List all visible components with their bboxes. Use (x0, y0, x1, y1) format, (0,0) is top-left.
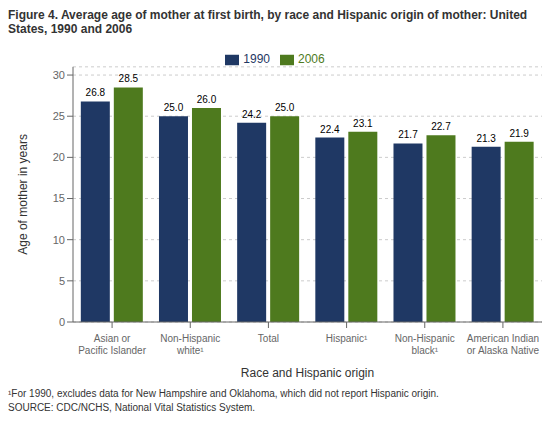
svg-text:Non-Hispanicwhite¹: Non-Hispanicwhite¹ (160, 333, 220, 356)
svg-text:26.0: 26.0 (197, 94, 217, 105)
svg-text:21.7: 21.7 (398, 129, 418, 140)
svg-text:22.7: 22.7 (431, 121, 451, 132)
svg-text:Hispanic¹: Hispanic¹ (326, 333, 368, 344)
svg-text:25.0: 25.0 (164, 102, 184, 113)
svg-text:Non-Hispanicblack¹: Non-Hispanicblack¹ (395, 333, 455, 356)
svg-text:25: 25 (53, 110, 65, 122)
svg-text:15: 15 (53, 192, 65, 204)
svg-text:28.5: 28.5 (119, 73, 139, 84)
svg-text:24.2: 24.2 (242, 109, 262, 120)
svg-text:25.0: 25.0 (275, 102, 295, 113)
svg-text:0: 0 (59, 316, 65, 328)
svg-text:Age of mother in years: Age of mother in years (16, 134, 30, 255)
html-text:2006: 2006 (298, 52, 325, 66)
svg-text:26.8: 26.8 (86, 87, 106, 98)
svg-text:Asian orPacific Islander: Asian orPacific Islander (78, 333, 146, 356)
svg-text:21.9: 21.9 (509, 128, 529, 139)
svg-text:Race and Hispanic origin: Race and Hispanic origin (241, 366, 374, 380)
html-text:1990: 1990 (243, 52, 270, 66)
svg-text:30: 30 (53, 69, 65, 81)
svg-text:22.4: 22.4 (320, 124, 340, 135)
svg-text:23.1: 23.1 (353, 118, 373, 129)
svg-text:10: 10 (53, 234, 65, 246)
html-text:¹For 1990, excludes data for N: ¹For 1990, excludes data for New Hampshi… (8, 388, 439, 399)
svg-text:20: 20 (53, 151, 65, 163)
html-text:Figure 4. Average age of mothe: Figure 4. Average age of mother at first… (8, 8, 528, 36)
svg-text:American Indianor Alaska Nativ: American Indianor Alaska Native (467, 333, 540, 356)
svg-text:21.3: 21.3 (476, 133, 496, 144)
html-text:SOURCE: CDC/NCHS, National Vit: SOURCE: CDC/NCHS, National Vital Statist… (8, 402, 256, 413)
svg-text:5: 5 (59, 275, 65, 287)
svg-text:Total: Total (258, 333, 279, 344)
